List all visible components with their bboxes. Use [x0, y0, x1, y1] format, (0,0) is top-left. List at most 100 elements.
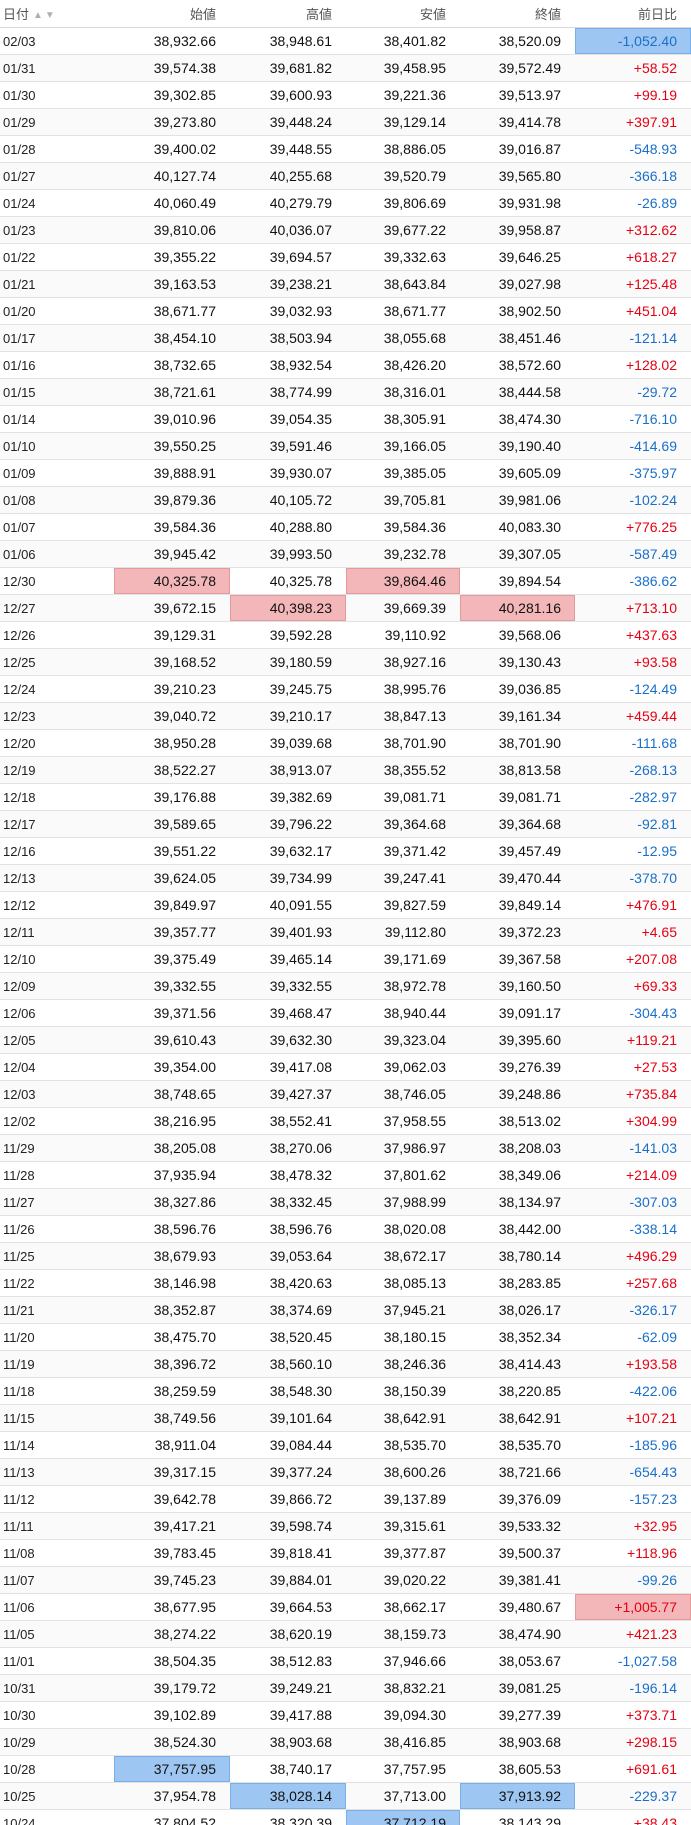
cell-date: 01/16 [0, 351, 114, 379]
cell-open: 39,672.15 [114, 594, 230, 622]
cell-low: 38,401.82 [346, 27, 460, 55]
cell-close: 39,190.40 [460, 432, 575, 460]
cell-date: 11/05 [0, 1620, 114, 1648]
cell-date: 11/26 [0, 1215, 114, 1243]
cell-change: +451.04 [575, 297, 691, 325]
table-row: 12/19 38,522.27 38,913.07 38,355.52 38,813.5… [0, 756, 691, 784]
cell-date: 11/29 [0, 1134, 114, 1162]
cell-low: 38,832.21 [346, 1674, 460, 1702]
cell-open: 38,259.59 [114, 1377, 230, 1405]
cell-close: 38,780.14 [460, 1242, 575, 1270]
cell-open: 39,179.72 [114, 1674, 230, 1702]
cell-date: 01/07 [0, 513, 114, 541]
table-row: 01/07 39,584.36 40,288.80 39,584.36 40,083.3… [0, 513, 691, 541]
table-row: 12/25 39,168.52 39,180.59 38,927.16 39,130.4… [0, 648, 691, 676]
cell-change: +27.53 [575, 1053, 691, 1081]
cell-open: 38,146.98 [114, 1269, 230, 1297]
sort-up-down-icon[interactable]: ▲▼ [33, 10, 57, 21]
cell-high: 40,398.23 [230, 594, 346, 622]
cell-close: 38,220.85 [460, 1377, 575, 1405]
cell-low: 38,972.78 [346, 972, 460, 1000]
cell-date: 01/14 [0, 405, 114, 433]
cell-change: +618.27 [575, 243, 691, 271]
cell-change: +119.21 [575, 1026, 691, 1054]
cell-low: 38,672.17 [346, 1242, 460, 1270]
cell-open: 38,327.86 [114, 1188, 230, 1216]
cell-date: 01/10 [0, 432, 114, 460]
cell-high: 38,932.54 [230, 351, 346, 379]
cell-close: 40,281.16 [460, 594, 575, 622]
table-row: 12/20 38,950.28 39,039.68 38,701.90 38,701.9… [0, 729, 691, 757]
cell-change: +1,005.77 [575, 1593, 691, 1621]
cell-high: 38,948.61 [230, 27, 346, 55]
table-row: 11/20 38,475.70 38,520.45 38,180.15 38,352.3… [0, 1323, 691, 1351]
cell-high: 38,560.10 [230, 1350, 346, 1378]
cell-change: -185.96 [575, 1431, 691, 1459]
header-date[interactable]: 日付 ▲▼ [0, 0, 114, 28]
cell-low: 39,520.79 [346, 162, 460, 190]
table-row: 11/07 39,745.23 39,884.01 39,020.22 39,381.4… [0, 1566, 691, 1594]
cell-open: 38,504.35 [114, 1647, 230, 1675]
cell-high: 39,664.53 [230, 1593, 346, 1621]
cell-low: 39,110.92 [346, 621, 460, 649]
table-row: 12/04 39,354.00 39,417.08 39,062.03 39,276.3… [0, 1053, 691, 1081]
cell-change: +397.91 [575, 108, 691, 136]
cell-high: 38,913.07 [230, 756, 346, 784]
cell-high: 38,420.63 [230, 1269, 346, 1297]
cell-close: 39,248.86 [460, 1080, 575, 1108]
cell-date: 12/11 [0, 918, 114, 946]
cell-high: 40,288.80 [230, 513, 346, 541]
cell-date: 12/23 [0, 702, 114, 730]
cell-change: +4.65 [575, 918, 691, 946]
cell-close: 39,381.41 [460, 1566, 575, 1594]
table-row: 01/22 39,355.22 39,694.57 39,332.63 39,646.2… [0, 243, 691, 271]
cell-close: 37,913.92 [460, 1782, 575, 1810]
cell-low: 37,945.21 [346, 1296, 460, 1324]
cell-open: 37,935.94 [114, 1161, 230, 1189]
cell-high: 38,903.68 [230, 1728, 346, 1756]
cell-change: +713.10 [575, 594, 691, 622]
cell-high: 39,377.24 [230, 1458, 346, 1486]
cell-date: 01/08 [0, 486, 114, 514]
cell-date: 12/13 [0, 864, 114, 892]
cell-open: 39,129.31 [114, 621, 230, 649]
table-row: 12/05 39,610.43 39,632.30 39,323.04 39,395.6… [0, 1026, 691, 1054]
table-header: 日付 ▲▼ 始値 高値 安値 終値 前日比 [0, 0, 691, 28]
cell-close: 38,721.66 [460, 1458, 575, 1486]
table-row: 11/29 38,205.08 38,270.06 37,986.97 38,208.0… [0, 1134, 691, 1162]
table-row: 11/08 39,783.45 39,818.41 39,377.87 39,500.3… [0, 1539, 691, 1567]
cell-open: 39,417.21 [114, 1512, 230, 1540]
cell-change: -111.68 [575, 729, 691, 757]
cell-low: 38,055.68 [346, 324, 460, 352]
cell-low: 39,323.04 [346, 1026, 460, 1054]
cell-close: 39,470.44 [460, 864, 575, 892]
header-close: 終値 [460, 0, 575, 28]
cell-date: 11/07 [0, 1566, 114, 1594]
cell-low: 39,669.39 [346, 594, 460, 622]
cell-date: 01/28 [0, 135, 114, 163]
cell-date: 11/22 [0, 1269, 114, 1297]
cell-date: 11/01 [0, 1647, 114, 1675]
table-row: 12/30 40,325.78 40,325.78 39,864.46 39,894.5… [0, 567, 691, 595]
cell-high: 39,448.24 [230, 108, 346, 136]
cell-close: 39,372.23 [460, 918, 575, 946]
cell-change: -1,027.58 [575, 1647, 691, 1675]
header-change: 前日比 [575, 0, 691, 28]
cell-date: 11/19 [0, 1350, 114, 1378]
cell-close: 38,352.34 [460, 1323, 575, 1351]
cell-close: 38,903.68 [460, 1728, 575, 1756]
cell-low: 37,988.99 [346, 1188, 460, 1216]
cell-high: 40,036.07 [230, 216, 346, 244]
cell-change: +32.95 [575, 1512, 691, 1540]
table-row: 11/12 39,642.78 39,866.72 39,137.89 39,376.0… [0, 1485, 691, 1513]
cell-high: 40,091.55 [230, 891, 346, 919]
cell-close: 39,081.25 [460, 1674, 575, 1702]
cell-low: 39,371.42 [346, 837, 460, 865]
cell-open: 39,783.45 [114, 1539, 230, 1567]
cell-close: 38,053.67 [460, 1647, 575, 1675]
cell-close: 38,444.58 [460, 378, 575, 406]
cell-date: 11/11 [0, 1512, 114, 1540]
cell-open: 37,757.95 [114, 1755, 230, 1783]
table-row: 11/22 38,146.98 38,420.63 38,085.13 38,283.8… [0, 1269, 691, 1297]
cell-change: -548.93 [575, 135, 691, 163]
